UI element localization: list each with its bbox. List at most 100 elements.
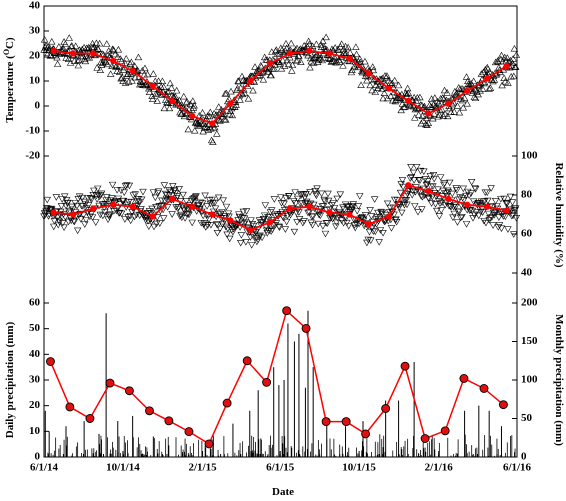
humidity-daily-point — [70, 218, 79, 226]
temperature-monthly-point — [445, 100, 452, 107]
humidity-daily-point — [129, 192, 138, 199]
humidity-daily-point — [121, 183, 130, 190]
temperature-daily-point — [167, 84, 176, 91]
temperature-daily-point — [216, 117, 224, 124]
humidity-daily-point — [236, 239, 245, 247]
temperature-daily-point — [268, 64, 277, 72]
temperature-daily-point — [149, 70, 158, 77]
humidity-daily-point — [41, 211, 50, 219]
humidity-y-tick-label: 40 — [521, 267, 533, 279]
x-tick-label: 2/1/15 — [188, 462, 217, 474]
temperature-daily-point — [96, 66, 105, 74]
humidity-daily-point — [337, 217, 346, 224]
temperature-monthly-point — [464, 87, 471, 95]
humidity-daily-point — [192, 193, 200, 200]
humidity-daily-point — [165, 187, 173, 194]
humidity-daily-point — [332, 219, 341, 227]
humidity-daily-point — [416, 177, 424, 185]
humidity-daily-point — [123, 182, 131, 189]
temperature-daily-point — [61, 40, 70, 47]
temperature-monthly-point — [326, 50, 333, 57]
humidity-daily-point — [342, 214, 350, 222]
humidity-daily-point — [462, 221, 471, 228]
temperature-daily-point — [511, 63, 520, 70]
x-tick-label: 2/1/16 — [425, 462, 454, 474]
temperature-daily-point — [490, 76, 499, 83]
humidity-daily-point — [293, 195, 302, 203]
temperature-daily-point — [357, 81, 365, 88]
humidity-daily-point — [90, 187, 98, 195]
temperature-daily-point — [186, 100, 194, 108]
humidity-daily-point — [73, 227, 82, 235]
temperature-daily-point — [159, 83, 168, 90]
temperature-daily-point — [181, 110, 190, 118]
temperature-daily-point — [115, 68, 124, 75]
humidity-daily-point — [141, 216, 150, 224]
temperature-daily-point — [394, 81, 403, 89]
humidity-daily-point — [281, 226, 290, 233]
humidity-daily-point — [275, 224, 284, 231]
humidity-daily-point — [302, 191, 310, 198]
daily-precipitation-axis-title: Daily precipitation (mm) — [4, 321, 16, 438]
temperature-daily-point — [267, 71, 275, 79]
humidity-daily-point — [290, 228, 299, 236]
temperature-daily-point — [189, 97, 197, 104]
temperature-daily-point — [114, 45, 123, 53]
temperature-daily-point — [328, 45, 336, 53]
humidity-daily-point — [436, 200, 444, 207]
humidity-daily-point — [167, 188, 175, 196]
temperature-daily-point — [111, 50, 119, 58]
humidity-daily-point — [506, 193, 515, 201]
temperature-daily-point — [372, 81, 380, 88]
humidity-daily-point — [451, 202, 459, 209]
humidity-daily-point — [117, 187, 125, 195]
temperature-monthly-point — [365, 70, 372, 77]
temperature-daily-point — [249, 86, 257, 94]
temperature-daily-point — [93, 45, 102, 52]
temperature-daily-point — [183, 98, 191, 105]
humidity-daily-point — [291, 200, 300, 207]
humidity-daily-point — [126, 217, 135, 225]
temperature-daily-point — [82, 52, 90, 59]
temperature-daily-point — [74, 61, 83, 69]
humidity-daily-point — [390, 196, 399, 204]
humidity-daily-point — [333, 195, 341, 203]
humidity-daily-point — [313, 185, 321, 193]
humidity-daily-point — [434, 186, 442, 194]
humidity-daily-point — [242, 239, 250, 246]
humidity-daily-point — [292, 209, 301, 217]
temperature-daily-point — [471, 94, 480, 102]
humidity-daily-point — [500, 195, 508, 203]
temperature-daily-point — [234, 77, 242, 84]
x-tick-label: 10/1/15 — [342, 462, 376, 474]
humidity-daily-point — [44, 213, 53, 220]
x-tick-label: 6/1/16 — [503, 462, 532, 474]
temperature-daily-point — [209, 138, 217, 145]
temperature-daily-point — [497, 51, 506, 59]
temperature-daily-point — [478, 85, 487, 92]
humidity-daily-point — [240, 220, 248, 228]
humidity-daily-point — [392, 216, 400, 224]
humidity-daily-point — [235, 213, 244, 221]
humidity-daily-point — [402, 196, 411, 204]
humidity-daily-point — [429, 183, 437, 190]
temperature-daily-point — [220, 115, 229, 123]
humidity-daily-point — [149, 189, 158, 196]
temperature-daily-point — [103, 40, 111, 47]
temperature-daily-point — [142, 80, 150, 87]
humidity-daily-point — [152, 204, 160, 211]
temperature-daily-point — [444, 112, 452, 120]
humidity-daily-point — [453, 219, 462, 226]
temperature-daily-point — [239, 76, 248, 83]
temperature-daily-point — [352, 43, 360, 50]
temperature-daily-point — [66, 59, 75, 66]
humidity-daily-point — [159, 215, 168, 222]
humidity-monthly-point — [149, 213, 156, 220]
temperature-daily-point — [68, 42, 76, 49]
humidity-daily-point — [484, 210, 493, 218]
humidity-daily-point — [225, 235, 234, 243]
temperature-daily-point — [474, 90, 482, 98]
monthly-precipitation-y-tick-label: 200 — [521, 297, 538, 309]
humidity-daily-point — [205, 216, 213, 223]
